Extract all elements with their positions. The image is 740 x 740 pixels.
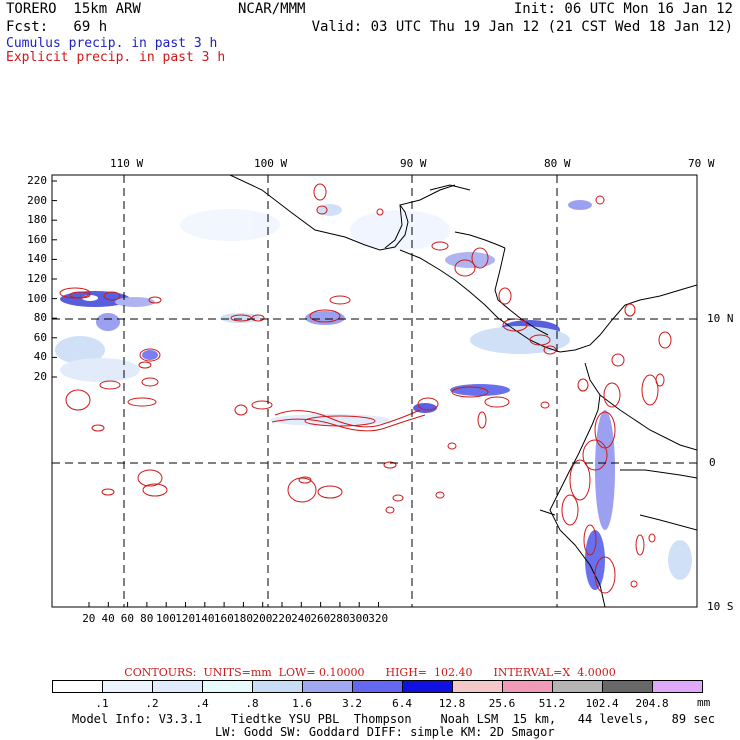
map-frame	[51, 174, 698, 608]
y-tick-label: 100	[27, 291, 47, 305]
colorbar-label: .4	[195, 697, 209, 710]
x-tick-label: 180	[233, 612, 254, 625]
colorbar-swatch	[202, 680, 253, 693]
y-tick-label: 220	[27, 174, 47, 187]
x-tick-label: 140	[194, 612, 215, 625]
init-time: Init: 06 UTC Mon 16 Jan 12	[513, 1, 733, 17]
colorbar-label: 204.8	[635, 697, 669, 710]
y-tick-label: 80	[33, 311, 47, 325]
colorbar-swatch	[52, 680, 103, 693]
y-tick-label: 120	[27, 272, 47, 285]
cumulus-legend: Cumulus precip. in past 3 h	[6, 36, 218, 51]
y-tick-label: 140	[27, 252, 47, 266]
y-tick-label: 20	[33, 370, 47, 383]
colorbar-swatch	[602, 680, 653, 693]
model-info: Model Info: V3.3.1 Tiedtke YSU PBL Thomp…	[72, 712, 715, 726]
colorbar-swatch	[352, 680, 403, 693]
colorbar-label: 25.6	[488, 697, 516, 710]
x-tick-label: 220	[271, 612, 292, 625]
model-title: TORERO 15km ARW	[6, 1, 141, 17]
y-tick-label: 200	[27, 193, 47, 207]
x-tick-label: 240	[291, 612, 311, 625]
colorbar-label: 51.2	[538, 697, 566, 710]
model-physics: LW: Godd SW: Goddard DIFF: simple KM: 2D…	[215, 725, 555, 739]
x-tick-label: 200	[252, 612, 273, 625]
colorbar-swatch	[552, 680, 603, 693]
explicit-contours	[59, 183, 672, 594]
x-tick-label: 60	[120, 612, 135, 625]
colorbar-label: 3.2	[342, 697, 362, 710]
colorbar-label: .8	[245, 697, 259, 710]
lat-label-10n: 10 N	[707, 312, 734, 325]
colorbar-label: 6.4	[392, 697, 412, 710]
x-tick-label: 320	[368, 612, 389, 625]
lat-lon-grid	[52, 175, 697, 607]
x-tick-label: 160	[213, 612, 234, 625]
x-tick-label: 260	[310, 612, 331, 625]
org-label: NCAR/MMM	[238, 1, 306, 17]
y-tick-label: 160	[27, 232, 47, 246]
colorbar-label: 102.4	[585, 697, 619, 710]
colorbar-swatch	[302, 680, 353, 693]
x-tick-label: 80	[140, 612, 154, 625]
x-tick-label: 40	[101, 612, 115, 625]
colorbar-swatch	[452, 680, 503, 693]
colorbar-label: 1.6	[292, 697, 312, 710]
y-tick-label: 60	[33, 330, 47, 344]
y-tick-label: 40	[33, 350, 47, 364]
colorbar-swatch	[652, 680, 703, 693]
contour-info: CONTOURS: UNITS=mm LOW= 0.10000 HIGH= 10…	[124, 666, 616, 679]
forecast-hour: Fcst: 69 h	[6, 19, 108, 35]
colorbar-units: mm	[697, 696, 711, 709]
colorbar-swatch	[102, 680, 153, 693]
colorbar-swatch	[152, 680, 203, 693]
lon-label-70w: 70 W	[688, 157, 715, 170]
lat-label-0: 0	[709, 456, 716, 469]
colorbar-label: .2	[145, 697, 159, 710]
colorbar-label: 12.8	[438, 697, 466, 710]
y-tick-label: 180	[27, 213, 47, 227]
x-tick-label: 20	[82, 612, 96, 625]
colorbar-label: .1	[95, 697, 109, 710]
cumulus-shading	[55, 200, 692, 590]
lon-label-80w: 80 W	[544, 157, 571, 170]
colorbar-swatch	[252, 680, 303, 693]
colorbar-swatch	[502, 680, 553, 693]
coastlines	[229, 175, 697, 607]
lon-label-90w: 90 W	[400, 157, 427, 170]
colorbar-swatch	[402, 680, 453, 693]
explicit-legend: Explicit precip. in past 3 h	[6, 50, 226, 65]
x-tick-label: 100	[156, 612, 176, 625]
lat-label-10s: 10 S	[707, 600, 734, 613]
lon-label-110w: 110 W	[110, 157, 144, 170]
valid-time: Valid: 03 UTC Thu 19 Jan 12 (21 CST Wed …	[311, 19, 733, 35]
lon-label-100w: 100 W	[254, 157, 288, 170]
x-tick-label: 280	[329, 612, 350, 625]
x-tick-label: 300	[349, 612, 369, 625]
x-tick-label: 120	[175, 612, 196, 625]
